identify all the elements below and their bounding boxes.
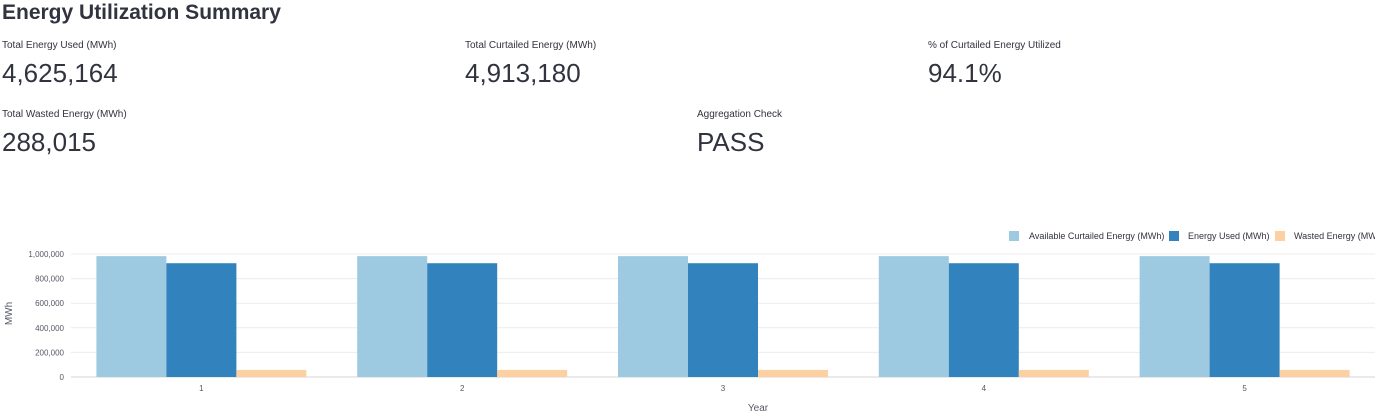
y-tick-label: 200,000 <box>35 348 64 357</box>
bar-wasted-year-4 <box>1018 369 1089 377</box>
metric-label: Total Curtailed Energy (MWh) <box>465 40 597 51</box>
metric-value: 4,913,180 <box>465 58 581 88</box>
metric-value: PASS <box>697 127 765 157</box>
bar-energy-used-year-5 <box>1209 263 1280 377</box>
metric-value: 94.1% <box>928 58 1002 88</box>
x-tick-label: 4 <box>982 384 987 393</box>
legend-swatch <box>1275 231 1285 241</box>
metric-label: Total Energy Used (MWh) <box>2 40 117 51</box>
metric-label: Total Wasted Energy (MWh) <box>2 109 127 120</box>
bar-wasted-year-3 <box>758 369 828 377</box>
y-axis-title: MWh <box>4 302 15 325</box>
bar-energy-used-year-1 <box>166 263 237 377</box>
bar-wasted-year-2 <box>497 369 568 377</box>
metric-label: Aggregation Check <box>697 109 783 120</box>
page-title: Energy Utilization Summary <box>2 1 281 24</box>
bar-available-curtailed-year-3 <box>618 256 688 377</box>
metric-pct-curtailed-utilized: % of Curtailed Energy Utilized 94.1% <box>928 40 1061 89</box>
x-tick-label: 1 <box>199 384 204 393</box>
bar-available-curtailed-year-4 <box>878 256 949 377</box>
bar-wasted-year-5 <box>1279 369 1350 377</box>
metric-value: 4,625,164 <box>2 58 118 88</box>
y-tick-label: 400,000 <box>35 324 64 333</box>
y-tick-label: 0 <box>60 373 65 382</box>
metric-label: % of Curtailed Energy Utilized <box>928 40 1061 51</box>
bar-available-curtailed-year-2 <box>357 256 428 377</box>
bar-available-curtailed-year-1 <box>96 256 167 377</box>
metric-aggregation-check: Aggregation Check PASS <box>697 109 782 158</box>
bar-available-curtailed-year-5 <box>1139 256 1210 377</box>
bar-energy-used-year-4 <box>948 263 1019 377</box>
x-tick-label: 2 <box>460 384 465 393</box>
legend-label: Wasted Energy (MWh) <box>1294 231 1375 241</box>
energy-bar-chart: 0 200,000 400,000 600,000 800,000 1,000,000 MW… <box>4 231 1375 414</box>
bar-energy-used-year-2 <box>427 263 498 377</box>
bar-energy-used-year-3 <box>688 263 758 377</box>
y-tick-label: 800,000 <box>35 275 64 284</box>
legend-label: Available Curtailed Energy (MWh) <box>1029 231 1164 241</box>
metric-total-wasted-energy: Total Wasted Energy (MWh) 288,015 <box>2 109 127 158</box>
x-tick-label: 3 <box>721 384 726 393</box>
y-tick-label: 600,000 <box>35 299 64 308</box>
x-axis-title: Year <box>748 403 769 414</box>
x-tick-label: 5 <box>1242 384 1247 393</box>
metric-value: 288,015 <box>2 127 96 157</box>
metric-total-energy-used: Total Energy Used (MWh) 4,625,164 <box>2 40 118 89</box>
metric-total-curtailed-energy: Total Curtailed Energy (MWh) 4,913,180 <box>465 40 596 89</box>
legend-swatch <box>1169 231 1179 241</box>
legend-label: Energy Used (MWh) <box>1188 231 1270 241</box>
legend-swatch <box>1009 231 1019 241</box>
bar-wasted-year-1 <box>236 369 307 377</box>
y-tick-label: 1,000,000 <box>28 250 64 259</box>
